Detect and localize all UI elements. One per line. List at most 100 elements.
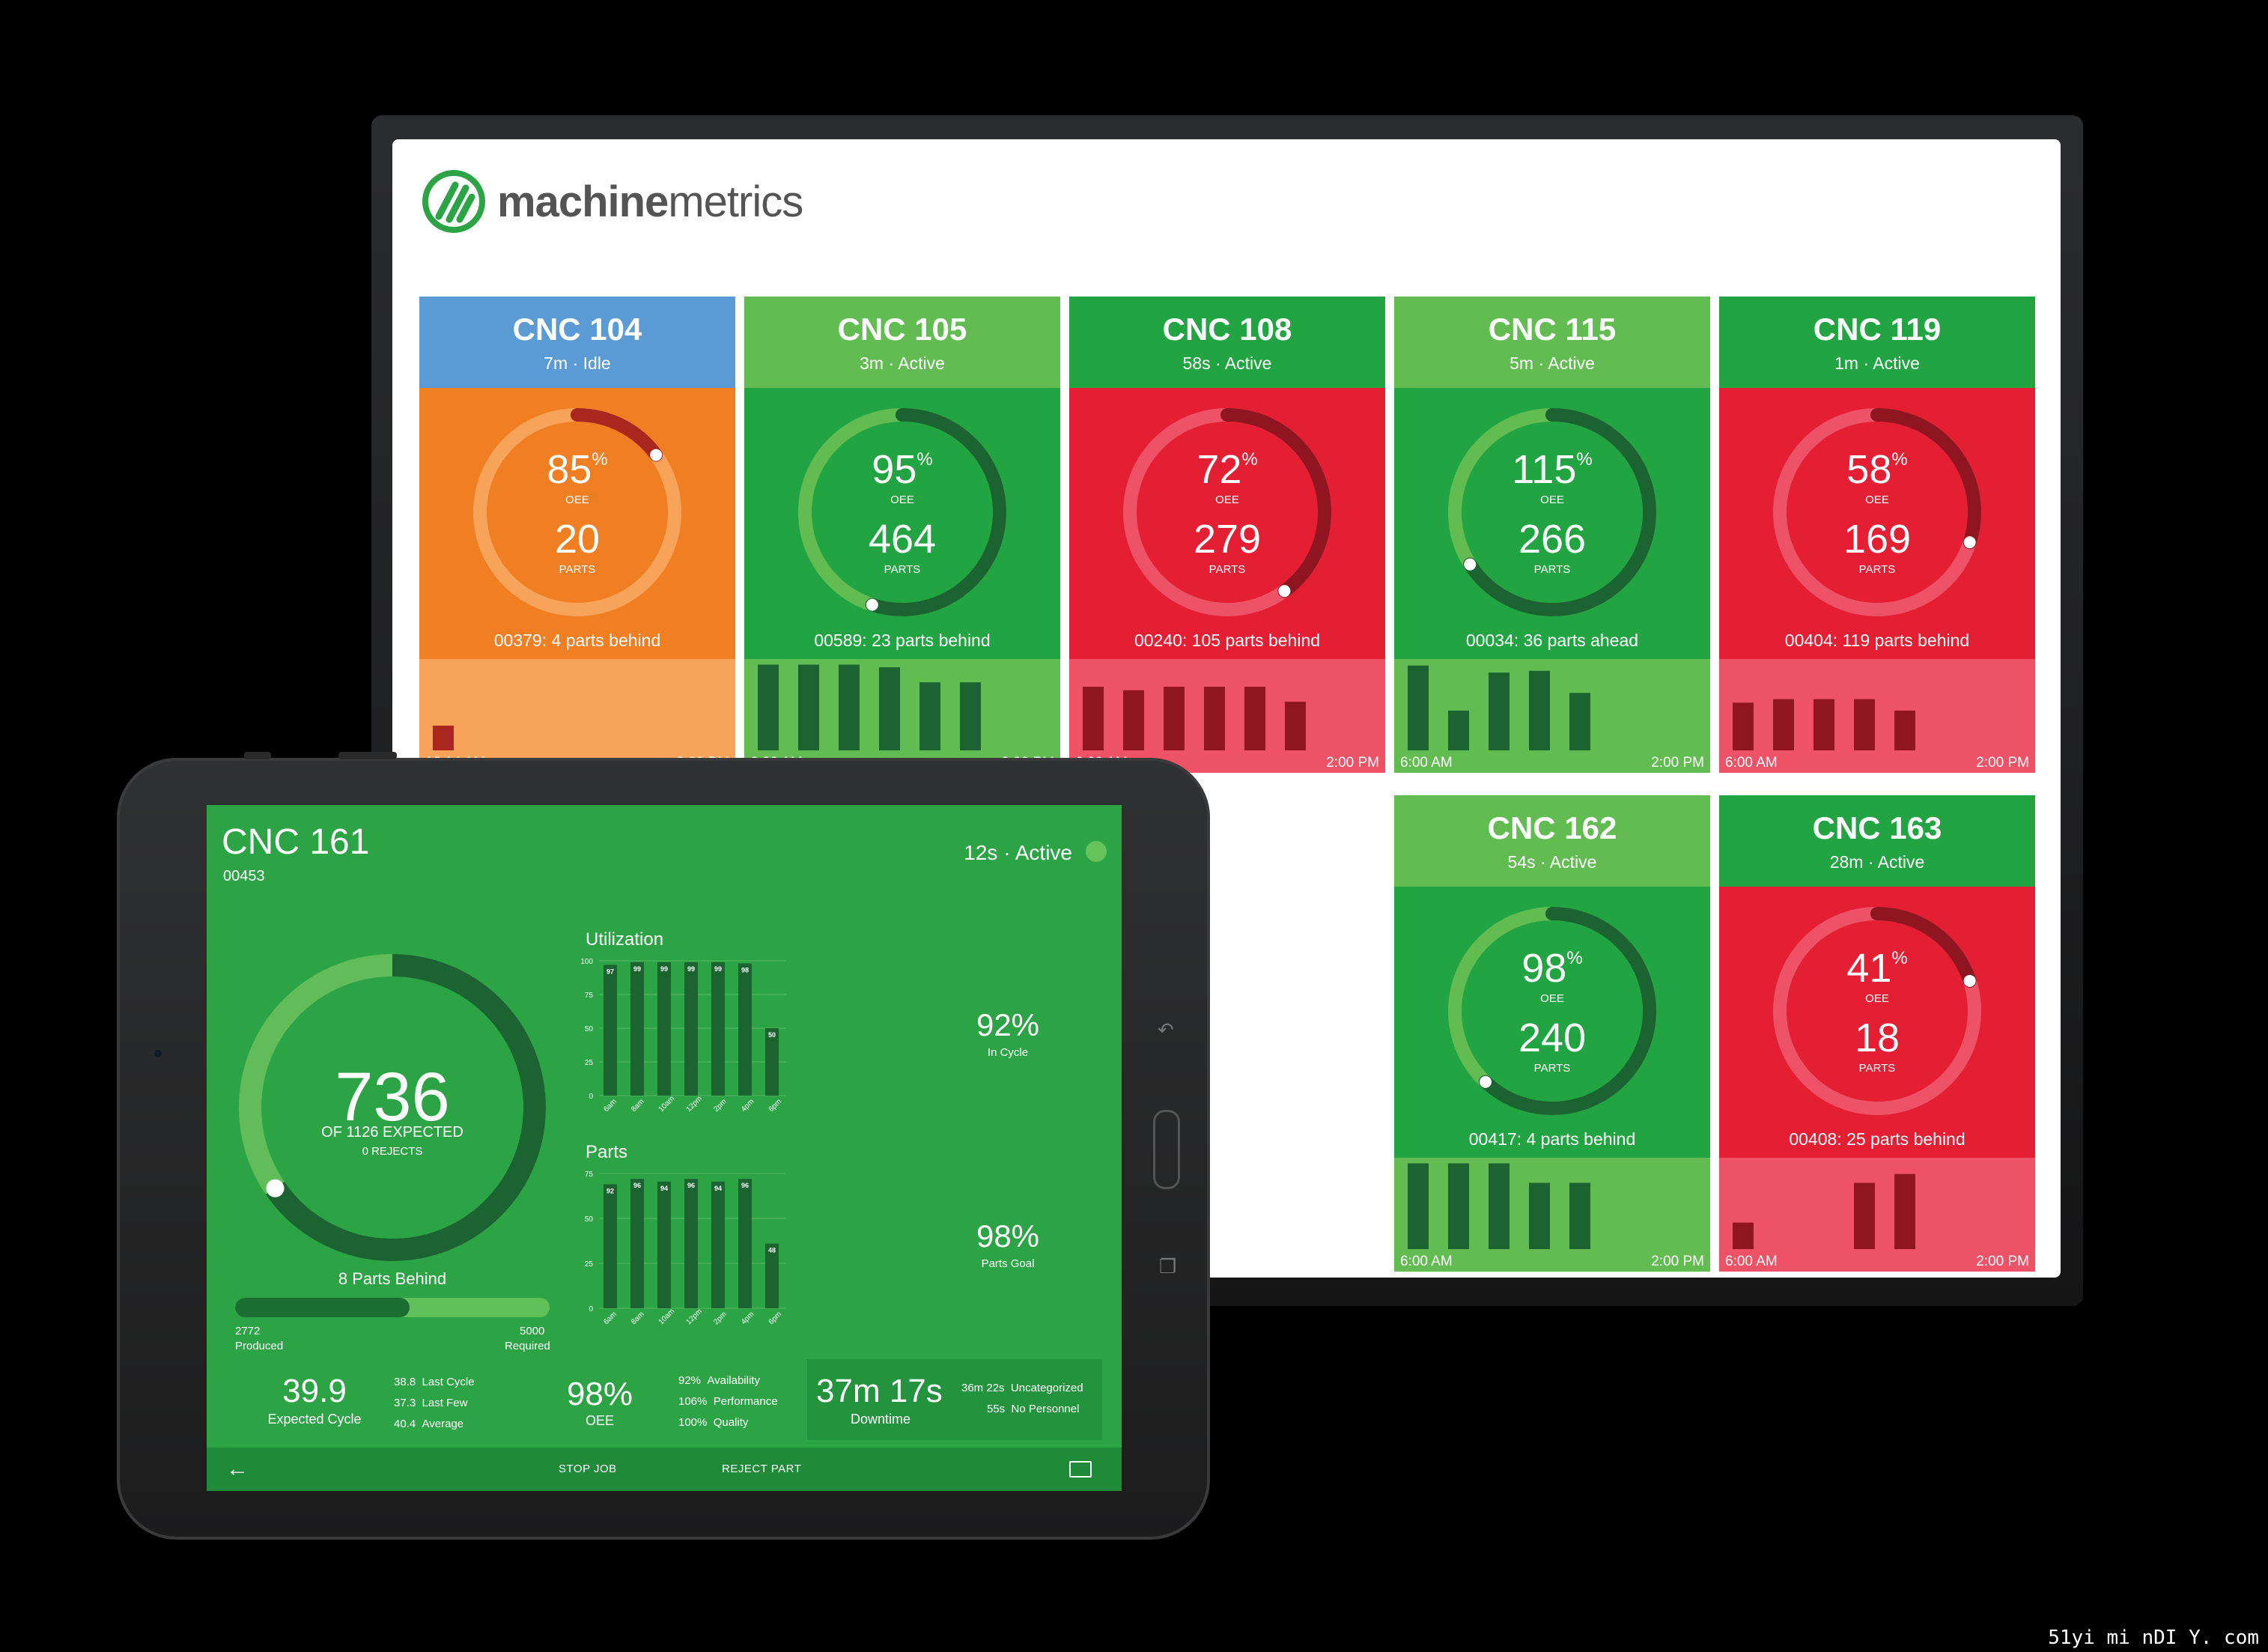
- machine-card[interactable]: CNC 163 28m · Active 41% OEE 18 PARTS 00…: [1719, 795, 2035, 1272]
- card-body: 72% OEE 279 PARTS 00240: 105 parts behin…: [1069, 388, 1385, 659]
- machine-status: 3m · Active: [860, 353, 945, 373]
- tablet-device: ↶ ❐ CNC 161 00453 12s · Active 736 OF 11…: [117, 752, 1210, 1540]
- chart-bar: [684, 1179, 698, 1308]
- chart-bar: [657, 962, 671, 1096]
- time-start: 6:00 AM: [1400, 1254, 1453, 1269]
- downtime-panel[interactable]: 37m 17s Downtime 36m 22s Uncategorized 5…: [807, 1359, 1102, 1440]
- bar-value-label: 94: [714, 1185, 722, 1192]
- oee-label: OEE: [1540, 992, 1564, 1005]
- oee-label: OEE: [1865, 992, 1889, 1005]
- machine-status: 1m · Active: [1834, 353, 1920, 373]
- utilization-chart: 10075502509799999999985098986am8am10am12…: [580, 958, 786, 1114]
- hourly-bar: [960, 682, 981, 750]
- hourly-bar: [1569, 693, 1590, 750]
- hourly-bar: [1123, 690, 1144, 750]
- performance-stat: 106% Performance: [678, 1395, 778, 1408]
- machine-status: 5m · Active: [1510, 353, 1595, 373]
- ring-marker: [1278, 585, 1291, 598]
- x-tick-label: 12pm: [685, 1308, 704, 1326]
- quality-stat: 100% Quality: [678, 1416, 749, 1429]
- monitor-icon[interactable]: [1069, 1461, 1092, 1478]
- back-nav-icon[interactable]: ↶: [1158, 1018, 1174, 1041]
- time-end: 2:00 PM: [1326, 755, 1379, 771]
- ring-progress: [239, 954, 546, 1261]
- hourly-bar-chart: [1733, 699, 1915, 750]
- machine-title: CNC 161: [222, 822, 370, 862]
- expected-cycle-label: Expected Cycle: [267, 1412, 362, 1427]
- reject-part-button[interactable]: REJECT PART: [722, 1463, 802, 1475]
- ring-progress: [1448, 907, 1656, 1115]
- ring-progress: [473, 408, 681, 616]
- x-tick-label: 4pm: [740, 1311, 756, 1327]
- job-status: 00240: 105 parts behind: [1134, 631, 1321, 650]
- machine-card[interactable]: CNC 119 1m · Active 58% OEE 169 PARTS 00…: [1719, 297, 2035, 773]
- oee-label: OEE: [1865, 494, 1889, 506]
- bar-value-label: 98: [741, 967, 749, 974]
- ring-marker: [1464, 558, 1477, 571]
- machine-card[interactable]: CNC 162 54s · Active 98% OEE 240 PARTS 0…: [1394, 795, 1710, 1272]
- tablet-home-button[interactable]: [1153, 1110, 1180, 1189]
- parts-count: 736: [335, 1059, 450, 1135]
- hourly-bars: 6:00 AM 2:00 PM: [1069, 659, 1385, 773]
- machine-status: 58s · Active: [1182, 353, 1272, 373]
- last-cycle-stat: 38.8 Last Cycle: [394, 1376, 475, 1388]
- hourly-bar-chart: [1083, 687, 1306, 750]
- hourly-bars: 6:00 AM 2:00 PM: [744, 659, 1060, 773]
- card-body: 41% OEE 18 PARTS 00408: 25 parts behind: [1719, 887, 2035, 1158]
- production-progress-fill: [235, 1298, 410, 1317]
- job-status: 00034: 36 parts ahead: [1465, 631, 1639, 650]
- time-end: 2:00 PM: [1651, 755, 1704, 771]
- hourly-bar: [1854, 699, 1875, 750]
- parts-count: 169: [1843, 517, 1912, 562]
- job-status: 00408: 25 parts behind: [1789, 1129, 1966, 1149]
- oee-percent: 115%: [1512, 447, 1593, 492]
- hourly-bar-chart: [433, 725, 454, 750]
- ring-marker: [266, 1179, 285, 1197]
- machine-status: 12s · Active: [964, 841, 1072, 864]
- job-status: 00404: 119 parts behind: [1784, 631, 1970, 650]
- bar-value-label: 48: [768, 1247, 776, 1254]
- dashboard-screen: machinemetrics CNC 104 7m · Idle 85% OEE…: [392, 139, 2061, 1278]
- tablet-screen: CNC 161 00453 12s · Active 736 OF 1126 E…: [207, 805, 1122, 1491]
- y-tick-label: 0: [589, 1093, 593, 1101]
- machine-card[interactable]: CNC 115 5m · Active 115% OEE 266 PARTS 0…: [1394, 297, 1710, 773]
- machine-card[interactable]: CNC 104 7m · Idle 85% OEE 20 PARTS 00379…: [419, 297, 735, 773]
- bar-value-label: 96: [633, 1182, 641, 1189]
- card-header: CNC 162 54s · Active: [1394, 795, 1710, 887]
- hourly-bar: [1244, 687, 1265, 750]
- last-few-stat: 37.3 Last Few: [394, 1397, 468, 1409]
- hourly-bar: [1894, 1173, 1915, 1249]
- x-tick-label: 2pm: [712, 1098, 729, 1114]
- x-tick-label: 8am: [630, 1311, 646, 1327]
- bar-value-label: 96: [741, 1182, 749, 1189]
- ring-progress: [1448, 408, 1656, 616]
- required-label: Required: [505, 1340, 550, 1352]
- stop-job-button[interactable]: STOP JOB: [559, 1463, 617, 1475]
- card-body: 115% OEE 266 PARTS 00034: 36 parts ahead: [1394, 388, 1710, 659]
- recent-apps-icon[interactable]: ❐: [1159, 1255, 1177, 1278]
- ring-marker: [866, 598, 878, 611]
- parts-count: 18: [1854, 1015, 1900, 1060]
- chart-bar: [711, 1181, 725, 1308]
- card-header: CNC 119 1m · Active: [1719, 297, 2035, 388]
- hourly-bar: [1285, 702, 1306, 750]
- arrow-left-icon[interactable]: ←: [226, 1457, 249, 1481]
- time-start: 6:00 AM: [1725, 1254, 1778, 1269]
- hourly-bar: [1733, 1222, 1754, 1249]
- hourly-bar: [1773, 699, 1794, 750]
- hourly-bar: [1489, 672, 1510, 750]
- hourly-bar: [1529, 670, 1550, 750]
- machine-name: CNC 119: [1813, 312, 1942, 347]
- machine-card[interactable]: CNC 108 58s · Active 72% OEE 279 PARTS 0…: [1069, 297, 1385, 773]
- ring-progress: [1773, 907, 1981, 1115]
- hourly-bar-chart: [1733, 1173, 1915, 1249]
- oee-label: OEE: [1215, 494, 1239, 506]
- x-tick-label: 6pm: [767, 1311, 784, 1327]
- produced-label: Produced: [235, 1340, 284, 1352]
- machinemetrics-logo-icon: [422, 170, 485, 233]
- machine-card[interactable]: CNC 105 3m · Active 95% OEE 464 PARTS 00…: [744, 297, 1060, 773]
- bar-value-label: 97: [606, 968, 614, 975]
- parts-label: PARTS: [1858, 1062, 1896, 1075]
- chart-bar: [604, 1184, 617, 1308]
- parts-label: PARTS: [559, 563, 596, 576]
